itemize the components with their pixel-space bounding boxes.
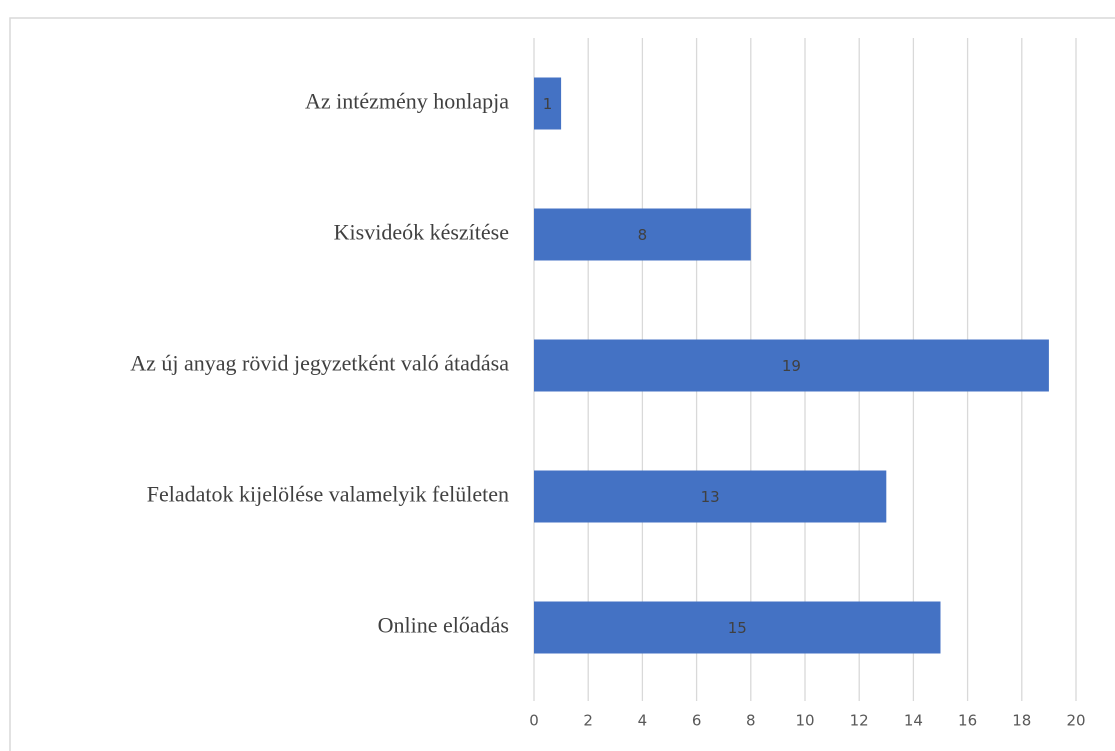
- x-tick-label: 2: [583, 712, 593, 730]
- y-tick-label: Kisvideók készítése: [334, 220, 509, 245]
- x-tick-label: 0: [529, 712, 539, 730]
- x-tick-label: 4: [638, 712, 648, 730]
- chart-frame: [9, 17, 1115, 751]
- x-tick-label: 12: [850, 712, 869, 730]
- y-tick-label: Az új anyag rövid jegyzetként való átadá…: [130, 351, 509, 376]
- y-tick-label: Feladatok kijelölése valamelyik felülete…: [147, 482, 509, 507]
- x-tick-label: 14: [904, 712, 923, 730]
- data-label: 8: [638, 226, 648, 244]
- bar: [534, 208, 751, 261]
- data-label: 15: [728, 619, 747, 637]
- x-tick-label: 8: [746, 712, 756, 730]
- x-tick-label: 6: [692, 712, 702, 730]
- x-tick-label: 10: [795, 712, 814, 730]
- y-tick-label: Az intézmény honlapja: [305, 89, 509, 114]
- bar: [534, 470, 887, 523]
- data-label: 1: [543, 95, 553, 113]
- x-tick-label: 18: [1012, 712, 1031, 730]
- bar: [534, 601, 941, 654]
- y-tick-label: Online előadás: [378, 613, 509, 638]
- data-label: 19: [782, 357, 801, 375]
- x-tick-label: 16: [958, 712, 977, 730]
- data-label: 13: [701, 488, 720, 506]
- bar: [534, 77, 562, 130]
- x-tick-label: 20: [1066, 712, 1085, 730]
- bar: [534, 339, 1049, 392]
